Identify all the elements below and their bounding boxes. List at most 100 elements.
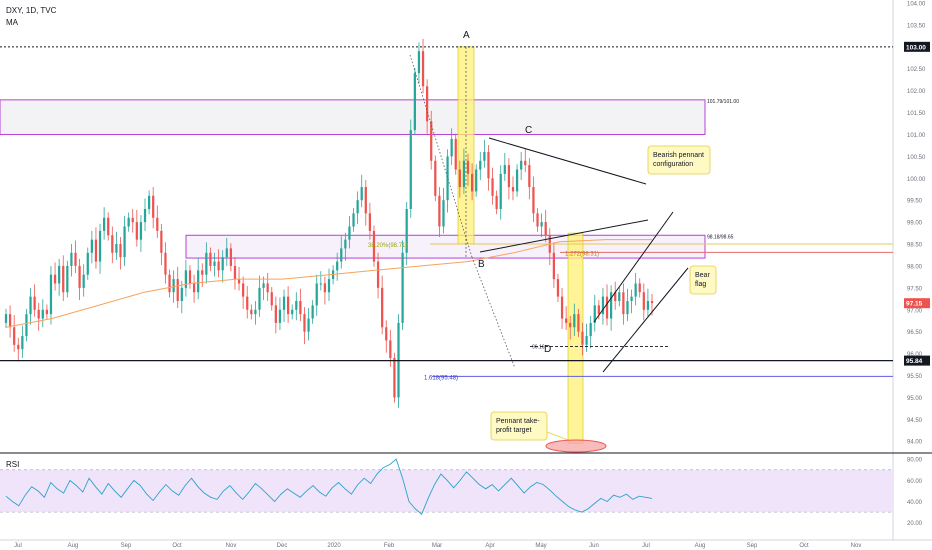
candle [495,190,498,215]
time-axis: Jul Aug Sep Oct Nov Dec 2020 Feb Mar Apr May Jun Jul… [14,540,861,549]
candle-body [323,283,327,293]
candle-body [609,292,613,319]
candle [601,287,605,325]
candle-body [147,195,151,209]
candle [450,128,453,166]
candle [475,164,478,197]
pivot-b: B [478,259,485,270]
candle-body [291,309,294,315]
indicator-label: MA [6,18,19,27]
candle [499,165,502,220]
candle [340,236,343,269]
candle [197,258,200,300]
candle-body [389,340,392,358]
candle [581,322,584,356]
candle [491,167,494,205]
price-tick-label: 97.50 [907,286,923,292]
candle-body [368,213,372,231]
rsi-pane: 80.00 60.00 40.00 20.00 [0,458,923,527]
candle-body [21,336,24,350]
candle-body [258,287,261,310]
candle-body [303,314,306,332]
candle-body [601,296,605,315]
candle-body [589,322,592,337]
candle [327,268,331,301]
candle [642,283,645,321]
candle-body [8,314,12,328]
candle-body [307,318,310,332]
candle [323,276,327,305]
candle-body [524,160,527,166]
price-badge: 95.84 [904,355,930,366]
time-tick-label: Jun [589,543,599,549]
candle-body [642,292,645,310]
candle [25,308,28,342]
candle [78,258,81,301]
candle-body [233,265,237,280]
flag-upper-line [593,211,674,323]
time-tick-label: Sep [121,543,132,549]
candle-body [528,165,531,188]
price-tick-label: 98.50 [907,243,923,249]
supply-zone-upper [0,99,706,135]
candle-body [143,208,147,223]
price-tick-label: 99.00 [907,221,923,227]
time-tick-label: Dec [277,543,288,549]
price-tick-label: 94.00 [907,440,923,446]
candle-body [82,274,85,288]
candle-body [4,314,8,323]
price-badge-text: 97.15 [906,301,923,308]
candle [156,205,159,238]
candle-body [430,121,433,161]
candle [246,286,249,319]
candle [98,223,102,274]
candle-body [540,222,543,227]
candle-body [479,160,482,170]
candle-body [434,160,437,196]
candle-body [250,309,253,315]
supply-zone-lower [185,234,706,259]
candle [188,265,192,289]
candle-body [299,301,302,315]
price-tick-label: 100.00 [907,177,926,183]
candle [53,262,57,291]
supply-demand-zones: 101.79/101.00 98.18/98.65 [0,46,739,444]
candle-body [172,279,175,293]
candle [389,329,392,367]
rsi-label: RSI [6,460,19,469]
candle [413,67,416,136]
candle-body [58,265,61,284]
candle [483,139,486,168]
take-profit-pointer [546,431,569,441]
candle-body [197,270,200,293]
price-badge-text: 103.00 [906,44,926,51]
candle [184,259,188,297]
candle-body [90,239,93,253]
candle [180,280,183,314]
candle-body [532,187,535,214]
candle [565,306,568,330]
fib-382-label: 38.20%(98.71) [368,243,407,249]
candle-body [107,217,110,236]
candle-body [221,257,224,271]
candle [147,190,151,215]
candle-body [242,283,245,297]
candle-body [646,301,650,310]
candle-body [348,226,351,240]
price-tick-label: 97.00 [907,308,923,314]
candle-body [438,195,441,227]
candle [307,308,310,341]
price-tick-label: 101.00 [907,133,926,139]
candle [409,119,412,218]
candle [286,286,290,323]
price-tick-label: 94.50 [907,418,923,424]
candle-body [499,173,502,209]
candle [29,287,32,325]
candle-body [119,244,122,258]
candle-body [626,301,629,315]
candle-body [131,217,134,223]
candle-body [201,270,204,275]
candle-body [327,279,331,293]
candle [560,287,564,330]
